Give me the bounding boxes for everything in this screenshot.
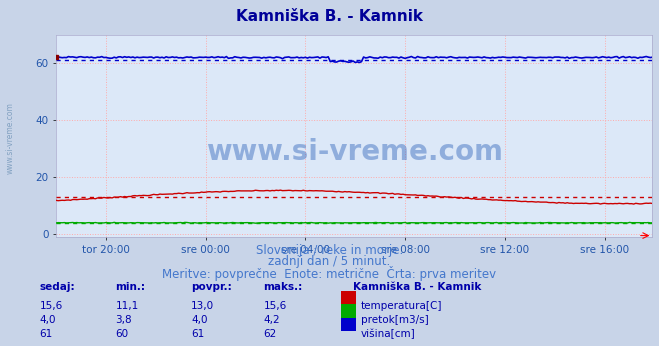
Text: www.si-vreme.com: www.si-vreme.com	[5, 102, 14, 174]
Text: 3,8: 3,8	[115, 315, 132, 325]
Text: 13,0: 13,0	[191, 301, 214, 311]
Text: 15,6: 15,6	[40, 301, 63, 311]
Text: 61: 61	[40, 329, 53, 339]
Text: 15,6: 15,6	[264, 301, 287, 311]
Text: Meritve: povprečne  Enote: metrične  Črta: prva meritev: Meritve: povprečne Enote: metrične Črta:…	[162, 266, 497, 281]
Text: Kamniška B. - Kamnik: Kamniška B. - Kamnik	[236, 9, 423, 24]
Text: 62: 62	[264, 329, 277, 339]
Text: 4,0: 4,0	[191, 315, 208, 325]
Text: maks.:: maks.:	[264, 282, 303, 292]
Text: Slovenija / reke in morje.: Slovenija / reke in morje.	[256, 244, 403, 257]
Text: Kamniška B. - Kamnik: Kamniška B. - Kamnik	[353, 282, 481, 292]
Text: 4,0: 4,0	[40, 315, 56, 325]
Text: 61: 61	[191, 329, 204, 339]
Text: višina[cm]: višina[cm]	[361, 329, 416, 339]
Text: 4,2: 4,2	[264, 315, 280, 325]
Text: sedaj:: sedaj:	[40, 282, 75, 292]
Text: www.si-vreme.com: www.si-vreme.com	[206, 138, 503, 166]
Text: min.:: min.:	[115, 282, 146, 292]
Text: temperatura[C]: temperatura[C]	[361, 301, 443, 311]
Text: 11,1: 11,1	[115, 301, 138, 311]
Text: 60: 60	[115, 329, 129, 339]
Text: pretok[m3/s]: pretok[m3/s]	[361, 315, 429, 325]
Text: povpr.:: povpr.:	[191, 282, 232, 292]
Text: zadnji dan / 5 minut.: zadnji dan / 5 minut.	[268, 255, 391, 268]
